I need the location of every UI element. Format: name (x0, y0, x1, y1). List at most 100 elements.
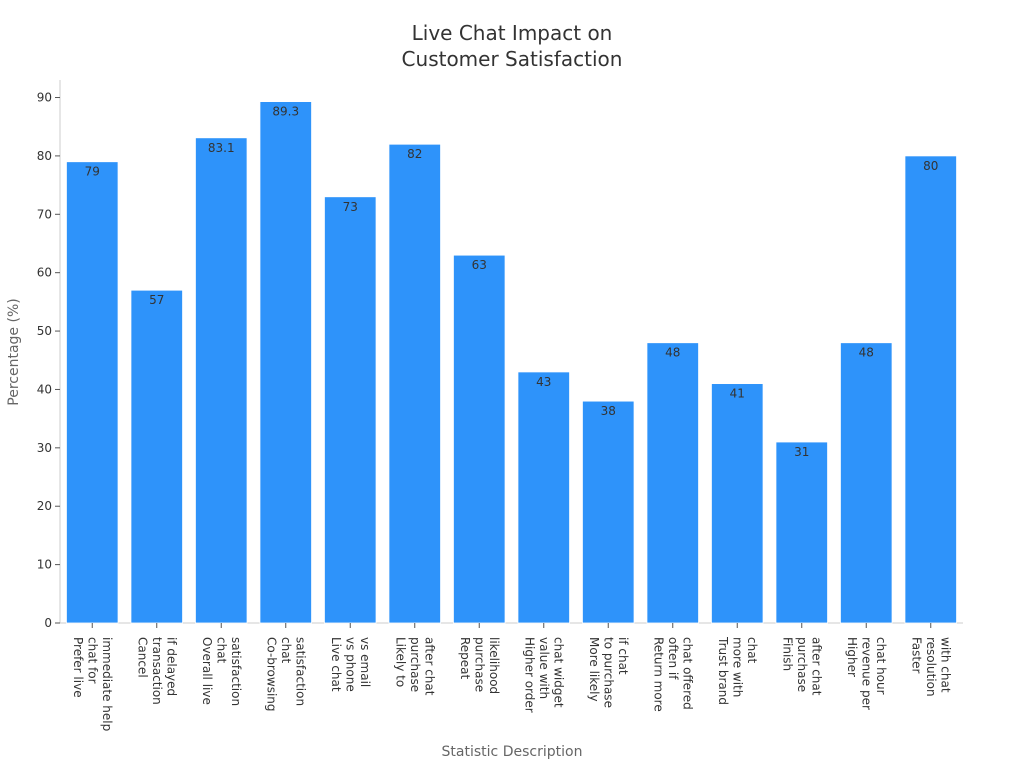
x-category-label-line: after chat (422, 637, 436, 696)
x-category-label-line: chat hour (874, 637, 888, 695)
x-category-label-line: likelihood (487, 637, 501, 694)
x-category-label: Repeat purchase likelihood (458, 637, 501, 694)
y-tick-label: 50 (37, 324, 52, 338)
x-category-label-line: vs phone (343, 637, 357, 692)
x-category-label: Finish purchase after chat (780, 637, 823, 696)
x-category-label: Higher revenue per chat hour (845, 637, 888, 710)
x-category-labels: Prefer live chat for immediate help Cancel t… (71, 623, 952, 731)
x-category-label: Co-browsing chat satisfaction (264, 637, 307, 712)
x-category-label-line: purchase (408, 637, 422, 692)
y-tick-label: 0 (44, 616, 52, 630)
x-category-label-line: Live chat (329, 637, 343, 692)
x-category-label-line: chat (279, 637, 293, 664)
x-category-label-line: Co-browsing (264, 637, 278, 712)
x-category-label-line: Higher (845, 637, 859, 677)
x-category-label-line: revenue per (859, 637, 873, 710)
bar[interactable] (259, 101, 312, 624)
bar-value-label: 89.3 (272, 105, 299, 119)
value-labels: 79 57 83.1 89.3 73 82 63 43 38 48 41 31 48 80 (85, 105, 939, 459)
y-ticks: 0 10 20 30 40 50 60 70 80 90 (37, 91, 60, 630)
x-category-label: Trust brand more with chat (716, 636, 759, 705)
x-category-label-line: with chat (938, 637, 952, 693)
bar[interactable] (66, 161, 119, 624)
bar[interactable] (517, 371, 570, 624)
bar[interactable] (582, 400, 635, 624)
x-category-label-line: Likely to (393, 637, 407, 687)
y-axis-label: Percentage (%) (6, 298, 22, 405)
x-category-label-line: purchase (472, 637, 486, 692)
x-category-label-line: resolution (924, 637, 938, 697)
x-category-label-line: Return more (651, 637, 665, 712)
x-category-label-line: chat widget (551, 637, 565, 708)
y-tick-label: 90 (37, 91, 52, 105)
bar[interactable] (324, 196, 377, 624)
x-category-label-line: purchase (795, 637, 809, 692)
bar[interactable] (711, 383, 764, 624)
x-category-label-line: immediate help (100, 637, 114, 731)
bar-value-label: 41 (730, 387, 745, 401)
bar-value-label: 31 (794, 445, 809, 459)
bars (66, 101, 957, 624)
bar-value-label: 57 (149, 293, 164, 307)
x-category-label-line: value with (537, 637, 551, 699)
x-category-label-line: if delayed (164, 637, 178, 696)
x-category-label-line: satisfaction (293, 637, 307, 706)
bar[interactable] (646, 342, 699, 624)
bar[interactable] (130, 289, 183, 624)
x-category-label: Cancel transaction if delayed (135, 637, 178, 705)
x-category-label-line: often if (666, 637, 680, 680)
x-category-label-line: more with (730, 637, 744, 697)
y-tick-label: 20 (37, 499, 52, 513)
x-category-label: Higher order value with chat widget (522, 637, 565, 713)
y-tick-label: 10 (37, 558, 52, 572)
bar[interactable] (840, 342, 893, 624)
bar-value-label: 79 (85, 165, 100, 179)
bar[interactable] (388, 143, 441, 624)
x-category-label-line: transaction (150, 637, 164, 705)
bar-value-label: 83.1 (208, 141, 235, 155)
chart-title-line-1: Live Chat Impact on (412, 21, 613, 45)
x-category-label-line: satisfaction (229, 637, 243, 706)
bar-value-label: 38 (601, 404, 616, 418)
x-category-label: Return more often if chat offered (651, 637, 694, 712)
x-category-label-line: Overall live (200, 637, 214, 705)
x-category-label-line: More likely (587, 637, 601, 702)
bar-value-label: 80 (923, 159, 938, 173)
x-category-label-line: Faster (909, 637, 923, 673)
y-tick-label: 40 (37, 382, 52, 396)
x-category-label-line: Cancel (135, 637, 149, 678)
y-tick-label: 80 (37, 149, 52, 163)
bar-value-label: 73 (343, 200, 358, 214)
x-category-label-line: Trust brand (716, 636, 730, 705)
x-category-label: Faster resolution with chat (909, 637, 952, 697)
bar[interactable] (195, 137, 248, 624)
x-category-label-line: vs email (358, 637, 372, 687)
x-category-label: Live chat vs phone vs email (329, 637, 372, 692)
x-category-label-line: chat offered (680, 637, 694, 710)
y-tick-label: 70 (37, 207, 52, 221)
x-category-label-line: after chat (809, 637, 823, 696)
x-category-label-line: chat (745, 637, 759, 664)
x-category-label-line: to purchase (601, 637, 615, 708)
x-category-label: More likely to purchase if chat (587, 637, 630, 708)
x-category-label: Prefer live chat for immediate help (71, 637, 114, 731)
bar-value-label: 82 (407, 147, 422, 161)
bar[interactable] (904, 155, 957, 624)
x-category-label-line: if chat (616, 637, 630, 675)
x-category-label: Overall live chat satisfaction (200, 637, 243, 706)
x-category-label-line: chat (214, 637, 228, 664)
bar-value-label: 48 (665, 346, 680, 360)
x-category-label-line: chat for (85, 637, 99, 684)
x-category-label-line: Higher order (522, 637, 536, 713)
x-axis-label: Statistic Description (442, 744, 583, 760)
chart-title-line-2: Customer Satisfaction (402, 47, 623, 71)
bar-value-label: 43 (536, 375, 551, 389)
x-category-label-line: Prefer live (71, 637, 85, 698)
bar[interactable] (775, 441, 828, 624)
bar[interactable] (453, 254, 506, 624)
y-tick-label: 60 (37, 266, 52, 280)
bar-value-label: 48 (859, 346, 874, 360)
x-category-label-line: Finish (780, 637, 794, 671)
